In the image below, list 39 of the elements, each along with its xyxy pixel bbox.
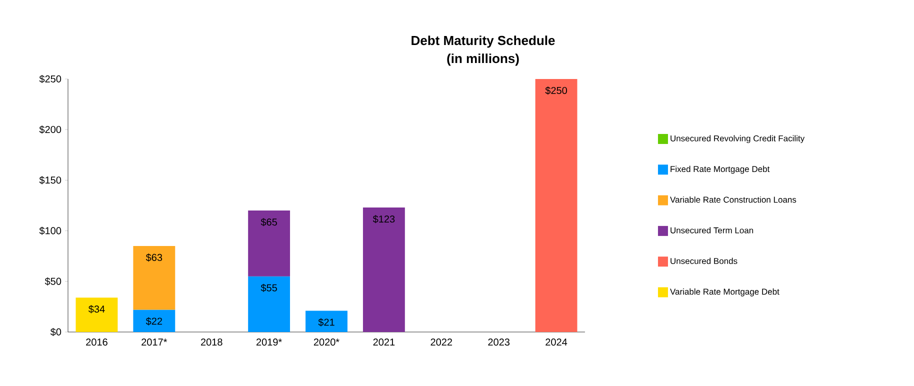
legend-label: Variable Rate Construction Loans bbox=[670, 196, 796, 203]
data-label: $55 bbox=[260, 284, 277, 292]
x-tick-label: 2021 bbox=[373, 338, 395, 346]
data-label: $123 bbox=[372, 215, 395, 224]
bar bbox=[362, 208, 405, 332]
y-tick-label: $250 bbox=[39, 74, 62, 84]
x-tick-label: 2019* bbox=[256, 338, 282, 346]
bar bbox=[133, 310, 176, 332]
legend-label: Unsecured Term Loan bbox=[670, 227, 754, 234]
y-tick-label: $200 bbox=[39, 126, 62, 134]
legend-label: Fixed Rate Mortgage Debt bbox=[670, 166, 770, 174]
legend-label: Variable Rate Mortgage Debt bbox=[670, 288, 780, 296]
legend-label: Unsecured Revolving Credit Facility bbox=[670, 135, 805, 144]
bar bbox=[133, 246, 176, 310]
data-label: $65 bbox=[260, 218, 277, 226]
bar bbox=[76, 298, 118, 332]
x-tick-label: 2016 bbox=[86, 338, 108, 346]
y-tick-label: $100 bbox=[39, 226, 62, 235]
legend-label: Unsecured Bonds bbox=[670, 258, 738, 264]
x-tick-label: 2020* bbox=[314, 338, 340, 346]
bar bbox=[248, 210, 290, 276]
data-label: $34 bbox=[88, 305, 105, 314]
bar bbox=[535, 79, 578, 332]
chart-subtitle: (in millions) bbox=[447, 54, 519, 66]
data-label: $21 bbox=[318, 318, 334, 326]
x-tick-label: 2017* bbox=[142, 338, 168, 346]
x-tick-label: 2024 bbox=[546, 338, 568, 346]
bar bbox=[306, 310, 348, 332]
bar bbox=[248, 276, 290, 332]
y-tick-label: $0 bbox=[50, 328, 62, 336]
chart-title: Debt Maturity Schedule bbox=[412, 36, 555, 48]
data-label: $63 bbox=[146, 254, 162, 262]
y-tick-label: $50 bbox=[44, 277, 62, 286]
x-tick-label: 2018 bbox=[200, 338, 222, 346]
data-label: $250 bbox=[545, 86, 568, 95]
x-tick-label: 2022 bbox=[430, 338, 452, 346]
data-label: $22 bbox=[146, 317, 162, 326]
y-tick-label: $150 bbox=[39, 176, 62, 184]
x-tick-label: 2023 bbox=[488, 338, 510, 346]
